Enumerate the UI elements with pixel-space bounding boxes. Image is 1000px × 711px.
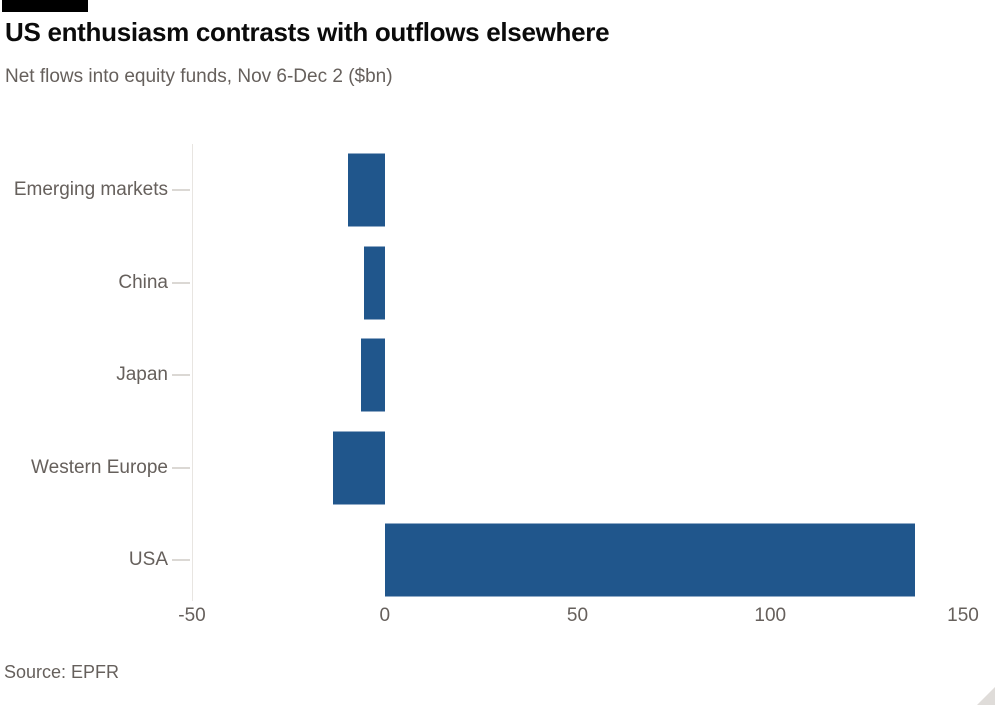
resize-handle-icon[interactable]: [977, 687, 995, 705]
bar: [348, 153, 385, 227]
x-tick-label: 100: [754, 605, 787, 626]
bar: [332, 431, 385, 505]
chart-subtitle: Net flows into equity funds, Nov 6-Dec 2…: [5, 66, 393, 87]
x-tick-label: 50: [566, 605, 589, 626]
x-tick-label: 150: [947, 605, 979, 626]
bar: [384, 523, 915, 597]
category-tick: [172, 281, 190, 284]
source-note: Source: EPFR: [4, 662, 120, 682]
category-label: Emerging markets: [13, 179, 168, 201]
category-tick: [172, 374, 190, 377]
bar: [360, 338, 385, 412]
category-label: China: [118, 271, 168, 293]
category-label: USA: [128, 549, 168, 571]
brand-tag-bar: [2, 0, 88, 12]
x-tick-label: 0: [379, 605, 391, 626]
category-tick: [172, 466, 190, 469]
gridline-minus-50: [192, 144, 193, 601]
category-tick: [172, 559, 190, 562]
category-label: Japan: [116, 364, 168, 386]
bar: [364, 246, 385, 320]
chart-title: US enthusiasm contrasts with outflows el…: [5, 17, 610, 47]
x-tick-label: -50: [178, 605, 206, 626]
category-label: Western Europe: [31, 456, 168, 478]
category-tick: [172, 189, 190, 192]
